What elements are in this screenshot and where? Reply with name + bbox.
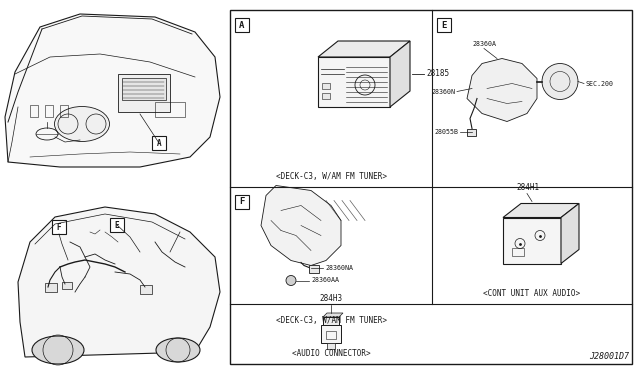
Bar — [327, 343, 335, 349]
Polygon shape — [561, 203, 579, 263]
Bar — [235, 195, 249, 209]
Text: F: F — [239, 198, 244, 206]
Bar — [62, 282, 72, 289]
Text: 284H1: 284H1 — [516, 183, 540, 192]
Bar — [230, 10, 632, 364]
Polygon shape — [5, 14, 220, 167]
Text: <DECK-C3, W/AM FM TUNER>: <DECK-C3, W/AM FM TUNER> — [275, 173, 387, 182]
Text: 28360NA: 28360NA — [325, 264, 353, 270]
Text: A: A — [157, 138, 161, 148]
Polygon shape — [390, 41, 410, 107]
Bar — [326, 331, 336, 339]
Bar — [437, 18, 451, 32]
Text: 28360A: 28360A — [472, 41, 496, 46]
Polygon shape — [323, 313, 343, 317]
Text: <AUDIO CONNECTOR>: <AUDIO CONNECTOR> — [292, 350, 371, 359]
Ellipse shape — [156, 338, 200, 362]
Polygon shape — [503, 203, 579, 218]
Circle shape — [542, 64, 578, 99]
Text: J28001D7: J28001D7 — [589, 352, 629, 361]
Bar — [60, 105, 68, 117]
Bar — [122, 78, 166, 100]
Text: 28055B: 28055B — [434, 128, 458, 135]
Polygon shape — [467, 58, 537, 122]
Text: E: E — [442, 20, 447, 29]
Text: <CONT UNIT AUX AUDIO>: <CONT UNIT AUX AUDIO> — [483, 289, 580, 298]
Polygon shape — [18, 207, 220, 357]
Polygon shape — [261, 186, 341, 266]
Bar — [45, 283, 57, 292]
Bar — [321, 325, 341, 343]
Circle shape — [286, 276, 296, 285]
Bar — [323, 317, 339, 325]
Bar — [52, 220, 66, 234]
Bar — [512, 247, 524, 256]
Bar — [503, 218, 561, 263]
Text: 28185: 28185 — [426, 70, 449, 78]
Bar — [30, 105, 38, 117]
Polygon shape — [318, 41, 410, 57]
Text: 28360N: 28360N — [431, 89, 455, 94]
Text: <DECK-C3, W/AM FM TUNER>: <DECK-C3, W/AM FM TUNER> — [275, 317, 387, 326]
Bar — [110, 218, 124, 232]
Text: E: E — [115, 221, 119, 230]
Bar — [309, 264, 319, 273]
Bar — [155, 102, 185, 117]
Bar — [118, 74, 170, 112]
Ellipse shape — [54, 106, 109, 141]
Text: 28360AA: 28360AA — [311, 278, 339, 283]
Text: A: A — [239, 20, 244, 29]
Text: 284H3: 284H3 — [319, 294, 342, 303]
Bar — [45, 105, 53, 117]
Bar — [140, 285, 152, 294]
Bar — [318, 57, 390, 107]
Text: F: F — [57, 222, 61, 231]
Bar — [322, 93, 330, 99]
Bar — [467, 128, 476, 135]
Text: SEC.200: SEC.200 — [585, 80, 613, 87]
Ellipse shape — [32, 336, 84, 364]
Bar — [322, 83, 330, 89]
Bar — [235, 18, 249, 32]
Bar — [152, 136, 166, 150]
